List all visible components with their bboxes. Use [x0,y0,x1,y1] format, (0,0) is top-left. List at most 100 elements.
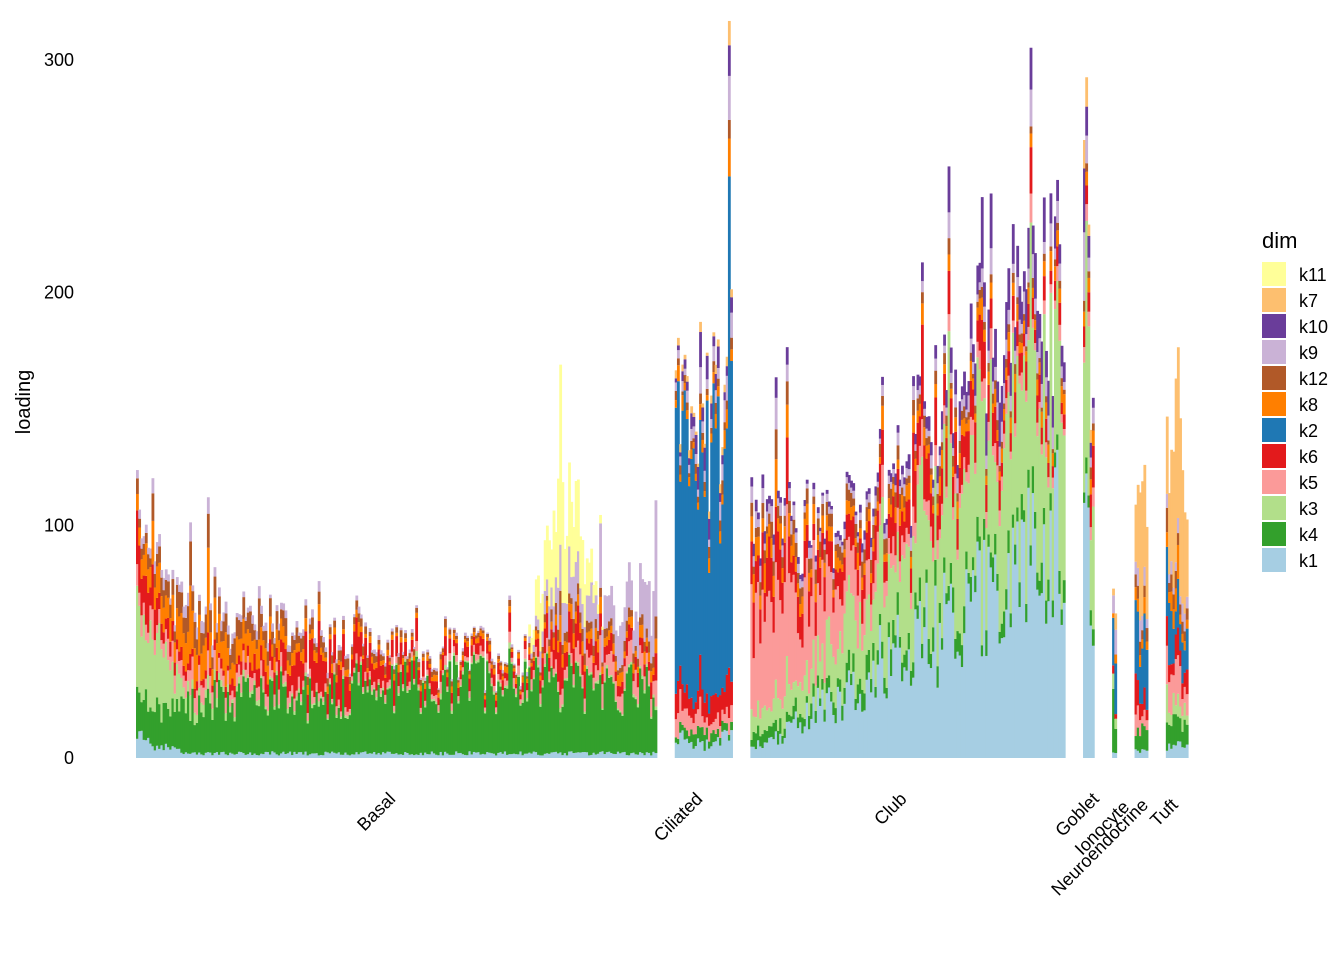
bar-segment-k3 [198,687,201,696]
bar-segment-k10 [816,507,820,514]
bar-segment-k5 [417,684,421,688]
bar-segment-k12 [155,553,159,567]
bar-segment-k5 [688,715,691,737]
bar-segment-k1 [319,754,323,758]
bar-segment-k6 [639,637,642,646]
bar-segment-k1 [519,751,523,758]
bar-segment-k6 [138,545,142,593]
bar-segment-k5 [167,638,170,661]
bar-segment-k9 [639,563,642,618]
bar-segment-k8 [960,419,964,435]
bar-segment-k6 [1165,616,1169,646]
bar-segment-k8 [783,526,787,543]
bar-segment-k10 [916,374,920,391]
bar-segment-k4 [514,697,518,755]
bar-segment-k4 [903,654,907,668]
bar-segment-k3 [561,704,565,707]
bar-segment-k9 [160,569,164,578]
bar-segment-k6 [1002,420,1006,434]
bar-segment-k3 [874,591,878,687]
bar-segment-k10 [896,425,900,433]
bar-segment-k6 [894,523,898,556]
bar-segment-k4 [280,671,283,754]
bar-segment-k6 [229,684,232,696]
bar-segment-k1 [155,745,159,758]
bar-segment-k12 [175,584,179,609]
bar-segment-k1 [852,671,856,758]
bar-segment-k6 [494,700,498,708]
bar-segment-k5 [754,592,758,718]
bar-segment-k7 [719,484,722,494]
bar-segment-k6 [790,562,794,583]
bar-segment-k12 [679,465,682,475]
bar-segment-k3 [459,685,463,687]
bar-segment-k12 [883,539,887,555]
bar-segment-k9 [803,506,807,513]
bar-segment-k12 [532,651,536,658]
bar-segment-k9 [834,537,838,545]
bar-segment-k6 [788,536,791,574]
bar-segment-k1 [499,752,503,758]
bar-segment-k1 [768,737,771,758]
bar-segment-k1 [858,693,862,758]
bar-segment-k4 [909,670,913,686]
bar-segment-k9 [945,407,949,416]
bar-segment-k5 [264,694,268,707]
bar-segment-k12 [346,658,350,670]
bar-segment-k4 [359,664,363,753]
bar-segment-k12 [211,657,215,670]
bar-segment-k1 [295,753,299,758]
bar-segment-k8 [155,566,159,598]
bar-segment-k9 [790,521,794,535]
bar-segment-k1 [876,664,880,758]
bar-segment-k6 [794,571,798,593]
bar-segment-k1 [335,753,339,758]
bar-segment-k9 [688,464,691,474]
bar-segment-k5 [448,653,452,661]
bar-segment-k3 [1060,422,1064,610]
bar-segment-k9 [960,399,964,411]
bar-segment-k8 [872,538,876,552]
bar-segment-k3 [945,497,949,594]
bar-segment-k12 [639,617,642,626]
bar-segment-k10 [958,401,962,426]
bar-segment-k3 [295,696,299,701]
group-goblet [1083,77,1095,758]
bar-segment-k10 [883,523,887,534]
bar-segment-k4 [599,675,602,752]
bar-segment-k11 [590,548,594,583]
bar-segment-k8 [220,641,224,659]
group-club [750,47,1066,758]
bar-segment-k12 [306,676,310,685]
bar-segment-k9 [623,607,627,641]
bar-segment-k3 [397,693,401,696]
bar-segment-k9 [262,625,266,632]
bar-segment-k4 [155,697,159,746]
bar-segment-k5 [974,462,977,474]
bar-segment-k8 [878,457,882,464]
bar-segment-k1 [186,753,190,758]
bar-segment-k9 [909,537,913,551]
bar-segment-k12 [399,630,403,638]
bar-segment-k5 [608,654,611,676]
bar-segment-k8 [788,513,791,537]
bar-segment-k1 [209,752,212,758]
bar-segment-k10 [932,479,935,488]
bar-segment-k1 [233,754,237,758]
bar-segment-k10 [821,492,825,496]
bar-segment-k10 [779,497,782,503]
bar-segment-k9 [534,615,538,627]
bar-segment-k1 [980,656,984,758]
bar-segment-k4 [448,661,452,755]
bar-segment-k1 [138,731,142,758]
bar-segment-k9 [559,544,563,591]
bar-segment-k5 [967,464,971,484]
bar-segment-k6 [175,639,179,650]
bar-segment-k1 [940,649,944,758]
bar-segment-k12 [264,630,268,649]
bar-segment-k8 [475,638,478,644]
bar-segment-k8 [858,528,862,539]
bar-segment-k2 [683,390,687,693]
bar-segment-k1 [140,730,144,758]
bar-segment-k1 [1047,601,1051,758]
